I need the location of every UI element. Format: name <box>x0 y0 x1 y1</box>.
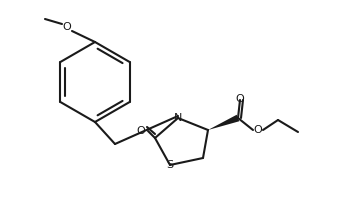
Text: O: O <box>136 126 145 136</box>
Text: O: O <box>254 125 262 135</box>
Text: O: O <box>63 22 71 32</box>
Text: O: O <box>236 94 244 104</box>
Text: N: N <box>174 113 182 123</box>
Text: S: S <box>167 160 174 170</box>
Polygon shape <box>208 115 239 130</box>
